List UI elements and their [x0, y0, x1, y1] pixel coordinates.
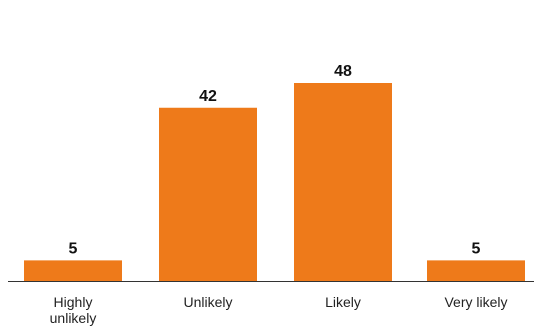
- category-label-4: Very likely: [444, 294, 507, 310]
- bar-value-label-4: 5: [472, 240, 481, 257]
- bar-value-label-2: 42: [199, 88, 217, 105]
- bar-3: [294, 83, 392, 281]
- bar-4: [427, 260, 525, 281]
- bars-group: [24, 83, 525, 281]
- category-label-2: Unlikely: [183, 294, 232, 310]
- category-label-3: Likely: [325, 294, 361, 310]
- category-label-1-line-1: Highly: [54, 294, 93, 310]
- bar-1: [24, 260, 122, 281]
- bar-2: [159, 107, 257, 281]
- category-label-1-line-2: unlikely: [50, 310, 97, 326]
- bar-value-label-1: 5: [69, 240, 78, 257]
- bar-value-label-3: 48: [334, 63, 352, 80]
